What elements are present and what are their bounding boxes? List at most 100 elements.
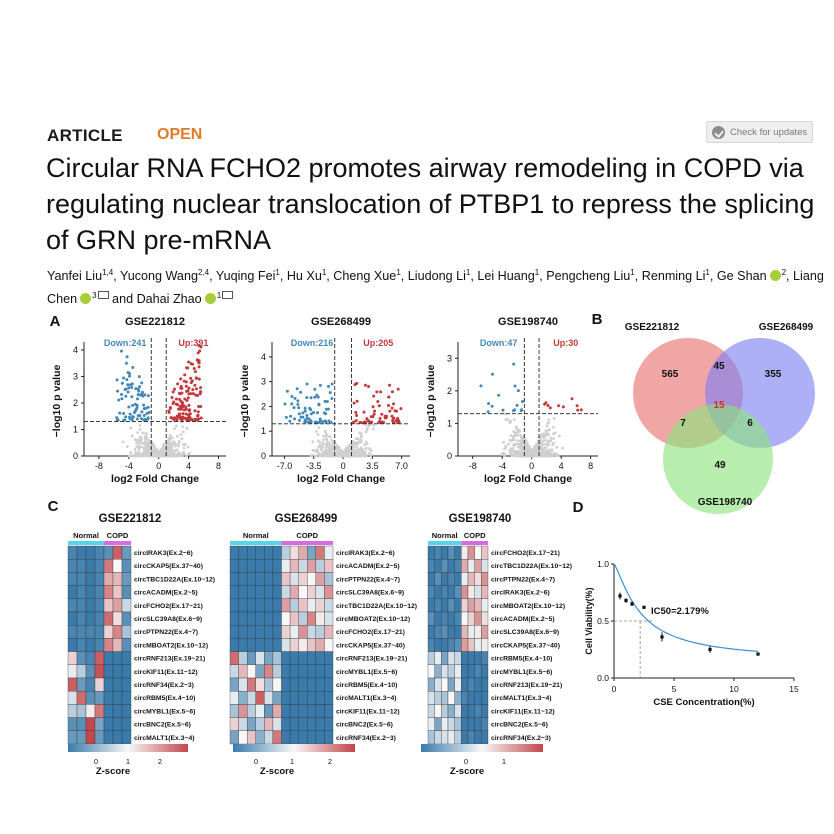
heatmap-cell [229, 664, 239, 679]
heatmap-cell [467, 598, 475, 613]
y-tick-label: 1.0 [597, 559, 609, 569]
data-point [534, 454, 538, 458]
heatmap-cell [272, 611, 282, 626]
mail-icon[interactable] [222, 291, 234, 300]
author-name[interactable]: Ge Shan [716, 269, 767, 284]
heatmap-cell [481, 704, 489, 718]
heatmap-cell [447, 691, 455, 705]
data-point [327, 454, 331, 457]
y-tick-label: 4 [73, 345, 78, 355]
author-name[interactable]: Renming Li [641, 269, 706, 284]
data-point [296, 402, 300, 406]
data-point [173, 427, 176, 431]
data-point [187, 360, 191, 364]
heatmap-cell [315, 545, 325, 560]
article-type-label: ARTICLE [47, 126, 123, 145]
heatmap-cell [289, 598, 299, 613]
data-point [392, 402, 396, 406]
heatmap-row-label: circPTPN22(Ex.4~7) [491, 576, 555, 583]
heatmap-cell [229, 651, 239, 665]
orcid-icon[interactable] [80, 293, 92, 305]
x-tick-label: 10 [729, 684, 739, 694]
heatmap-cell [246, 677, 256, 692]
heatmap-cell [461, 611, 469, 626]
legend-title: Z-score [450, 766, 484, 777]
heatmap-cell [238, 572, 248, 586]
heatmap-cell [67, 717, 78, 731]
heatmap-cell [298, 691, 308, 705]
data-point [519, 443, 523, 447]
heatmap-cell [447, 651, 455, 665]
heatmap-cell [272, 717, 282, 731]
data-point [353, 442, 357, 446]
data-point [327, 419, 331, 423]
data-point [561, 405, 565, 409]
heatmap-cell [67, 664, 78, 679]
data-point [557, 404, 561, 408]
data-point [181, 412, 185, 416]
data-point [119, 349, 123, 353]
author-name[interactable]: Yuqing Fei [215, 269, 276, 284]
data-point [173, 387, 177, 391]
heatmap-row-label: circCKAP5(Ex.37~40) [491, 642, 560, 649]
data-point [186, 445, 190, 449]
data-point [313, 387, 317, 391]
author-name[interactable]: Liudong Li [407, 269, 466, 284]
author-name[interactable]: Dahai Zhao [136, 292, 202, 307]
heatmap-cell [315, 664, 325, 679]
data-point [143, 393, 147, 397]
author-name[interactable]: Hu Xu [286, 269, 322, 284]
mail-icon[interactable] [97, 291, 109, 300]
author-name[interactable]: Yanfei Liu [47, 269, 103, 284]
data-point [185, 389, 189, 393]
heatmap-cell [474, 598, 482, 613]
data-point [186, 413, 190, 417]
venn-set-label: GSE198740 [698, 497, 753, 508]
heatmap-row-label: circTBC1D22A(Ex.10~12) [134, 576, 215, 583]
data-point [290, 402, 294, 406]
data-point [162, 443, 166, 446]
heatmap-cell [238, 611, 248, 626]
data-point [513, 384, 517, 388]
data-point [139, 435, 143, 439]
data-point [183, 397, 187, 401]
orcid-icon[interactable] [204, 293, 216, 305]
orcid-icon[interactable] [769, 270, 781, 282]
data-point [187, 409, 191, 413]
data-point [189, 417, 193, 421]
data-point [341, 452, 345, 455]
data-point [171, 390, 175, 394]
data-point [364, 447, 368, 450]
heatmap-row-label: circACADM(Ex.2~5) [491, 616, 555, 623]
data-point [147, 439, 151, 443]
dose-response-chart: 0 5 10 15 0.0 0.5 1.0 CSE Concentration(%) Cell … [584, 559, 799, 708]
data-point [392, 416, 396, 420]
heatmap-cell [447, 664, 455, 679]
author-name[interactable]: Cheng Xue [333, 269, 397, 284]
data-point [197, 359, 201, 363]
heatmap-cell [67, 730, 78, 745]
data-point [142, 414, 146, 418]
heatmap-cell [447, 730, 455, 745]
data-point [380, 412, 384, 416]
y-tick-label: 2 [73, 398, 78, 408]
data-point [127, 454, 131, 458]
author-name[interactable]: Pengcheng Liu [546, 269, 631, 284]
author-name[interactable]: Liang Chen [47, 269, 824, 307]
heatmap-row-label: circMYBL1(Ex.5~6) [336, 669, 397, 676]
heatmap-cell [246, 730, 256, 745]
data-point [199, 390, 203, 394]
heatmap-cell [255, 730, 265, 745]
heatmap-cell [474, 677, 482, 692]
heatmap-cell [121, 638, 132, 652]
data-point [360, 434, 363, 438]
heatmap-cell [121, 611, 132, 626]
heatmap-cell [474, 545, 482, 560]
data-point [196, 418, 200, 422]
author-name[interactable]: Yucong Wang [120, 269, 198, 284]
check-for-updates-button[interactable]: Check for updates [706, 121, 813, 143]
author-name[interactable]: Lei Huang [477, 269, 535, 284]
heatmap-cell [467, 625, 475, 639]
data-point [525, 448, 529, 452]
